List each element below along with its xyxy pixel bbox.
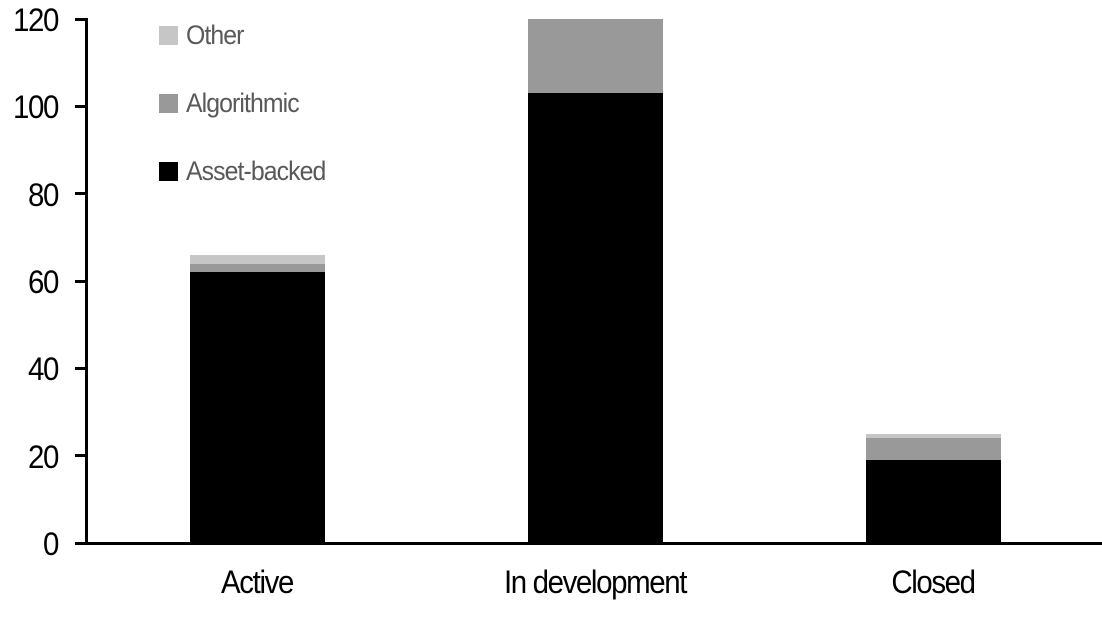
legend-label-algorithmic: Algorithmic [186, 87, 300, 118]
y-axis-tick-label: 20 [28, 438, 59, 475]
legend-item-other: Other [159, 19, 249, 50]
y-axis-tick [75, 192, 88, 196]
legend-swatch-asset-backed-icon [159, 161, 178, 181]
x-axis-label-active: Active [221, 564, 294, 600]
y-axis-line [85, 18, 88, 544]
legend-swatch-other-icon [159, 25, 178, 45]
x-axis-label-in-development: In development [504, 564, 687, 600]
legend-label-asset-backed: Asset-backed [186, 155, 326, 186]
y-axis-tick-label: 0 [43, 526, 59, 562]
y-axis-tick [75, 104, 88, 108]
legend-item-asset-backed: Asset-backed [159, 155, 338, 186]
y-axis-tick [75, 279, 88, 283]
y-axis-tick [75, 454, 88, 458]
bar-segment-closed-other [865, 433, 1001, 439]
y-axis-tick [75, 17, 88, 21]
legend-item-algorithmic: Algorithmic [159, 87, 309, 118]
y-axis-tick-label: 60 [28, 264, 59, 300]
y-axis-tick-label: 120 [13, 2, 59, 38]
y-axis-tick-label: 80 [28, 176, 59, 213]
bar-segment-in-development-algorithmic [527, 19, 663, 94]
bar-segment-active-asset-backed [189, 272, 325, 543]
bar-segment-closed-asset-backed [865, 460, 1001, 543]
bar-segment-active-other [189, 254, 325, 264]
bar-segment-closed-algorithmic [865, 438, 1001, 461]
legend-label-other: Other [186, 19, 244, 50]
x-axis-label-closed: Closed [891, 564, 976, 600]
x-axis-line [75, 542, 1102, 545]
bar-segment-in-development-asset-backed [527, 93, 663, 543]
bar-segment-active-algorithmic [189, 263, 325, 273]
legend-swatch-algorithmic-icon [159, 93, 178, 113]
y-axis-tick [75, 366, 88, 370]
y-axis-tick-label: 40 [28, 351, 59, 388]
y-axis-tick-label: 100 [13, 89, 59, 126]
